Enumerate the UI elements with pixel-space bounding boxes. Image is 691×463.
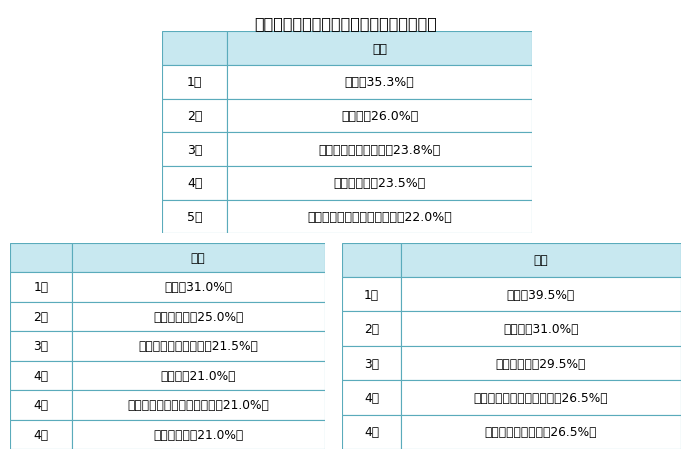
Bar xyxy=(162,100,227,133)
Bar xyxy=(72,273,325,302)
Bar xyxy=(401,346,681,381)
Text: 生べる（26.0%）: 生べる（26.0%） xyxy=(341,110,418,123)
Text: 一人の時間を過ごす（23.8%）: 一人の時間を過ごす（23.8%） xyxy=(319,144,441,156)
Text: 3位: 3位 xyxy=(364,357,379,370)
Text: 1位: 1位 xyxy=(33,281,48,294)
Bar xyxy=(401,277,681,312)
Text: 4位: 4位 xyxy=(33,428,48,441)
Bar xyxy=(227,32,532,66)
Text: 1位: 1位 xyxy=(187,76,202,89)
Bar xyxy=(10,332,72,361)
Text: 4位: 4位 xyxy=(364,391,379,404)
Bar xyxy=(342,346,401,381)
Bar xyxy=(72,243,325,273)
Bar xyxy=(10,273,72,302)
Text: 音楽を聴く（23.5%）: 音楽を聴く（23.5%） xyxy=(334,177,426,190)
Text: 2位: 2位 xyxy=(187,110,202,123)
Bar xyxy=(227,133,532,167)
Bar xyxy=(72,419,325,449)
Text: 4位: 4位 xyxy=(364,425,379,438)
Text: 生べる（31.0%）: 生べる（31.0%） xyxy=(503,322,579,335)
Bar xyxy=(401,312,681,346)
Text: 友達や家族と話す（26.5%）: 友達や家族と話す（26.5%） xyxy=(484,425,597,438)
Text: 一人の時間を過ごす（21.5%）: 一人の時間を過ごす（21.5%） xyxy=(138,339,258,353)
Bar xyxy=(162,66,227,100)
Bar xyxy=(10,361,72,390)
Bar xyxy=(342,243,401,277)
Bar xyxy=(10,302,72,332)
Bar xyxy=(10,390,72,419)
Text: 1位: 1位 xyxy=(364,288,379,301)
Text: 4位: 4位 xyxy=(33,399,48,412)
Text: 全体: 全体 xyxy=(372,43,387,56)
Bar xyxy=(227,100,532,133)
Text: 音楽を聴く（29.5%）: 音楽を聴く（29.5%） xyxy=(495,357,586,370)
Text: 考えすぎない／気にしない（22.0%）: 考えすぎない／気にしない（22.0%） xyxy=(307,211,452,224)
Text: 男性: 男性 xyxy=(191,251,206,264)
Bar xyxy=(401,243,681,277)
Text: 運動／散歩（21.0%）: 運動／散歩（21.0%） xyxy=(153,428,243,441)
Bar xyxy=(162,200,227,234)
Text: 5位: 5位 xyxy=(187,211,202,224)
Text: お酒を飲む（25.0%）: お酒を飲む（25.0%） xyxy=(153,310,243,323)
Bar xyxy=(342,277,401,312)
Text: ドラマや動画などを観る（26.5%）: ドラマや動画などを観る（26.5%） xyxy=(473,391,608,404)
Bar xyxy=(342,381,401,415)
Bar xyxy=(227,200,532,234)
Text: 生べる（21.0%）: 生べる（21.0%） xyxy=(160,369,236,382)
Text: ストレス発散法で効果があったものは何か: ストレス発散法で効果があったものは何か xyxy=(254,16,437,31)
Text: 寝る（31.0%）: 寝る（31.0%） xyxy=(164,281,232,294)
Text: 寝る（35.3%）: 寝る（35.3%） xyxy=(345,76,415,89)
Bar xyxy=(72,332,325,361)
Bar xyxy=(72,302,325,332)
Text: 2位: 2位 xyxy=(364,322,379,335)
Text: 考えすぎない／気にしない（21.0%）: 考えすぎない／気にしない（21.0%） xyxy=(127,399,269,412)
Text: 4位: 4位 xyxy=(187,177,202,190)
Bar xyxy=(72,361,325,390)
Bar xyxy=(227,66,532,100)
Bar xyxy=(342,312,401,346)
Bar xyxy=(10,243,72,273)
Bar xyxy=(227,167,532,200)
Bar xyxy=(162,167,227,200)
Bar xyxy=(342,415,401,449)
Text: 女性: 女性 xyxy=(533,254,549,267)
Bar xyxy=(401,381,681,415)
Text: 3位: 3位 xyxy=(187,144,202,156)
Text: 寝る（39.5%）: 寝る（39.5%） xyxy=(507,288,575,301)
Bar xyxy=(72,390,325,419)
Bar xyxy=(401,415,681,449)
Text: 3位: 3位 xyxy=(33,339,48,353)
Bar xyxy=(162,133,227,167)
Text: 4位: 4位 xyxy=(33,369,48,382)
Text: 2位: 2位 xyxy=(33,310,48,323)
Bar xyxy=(10,419,72,449)
Bar xyxy=(162,32,227,66)
